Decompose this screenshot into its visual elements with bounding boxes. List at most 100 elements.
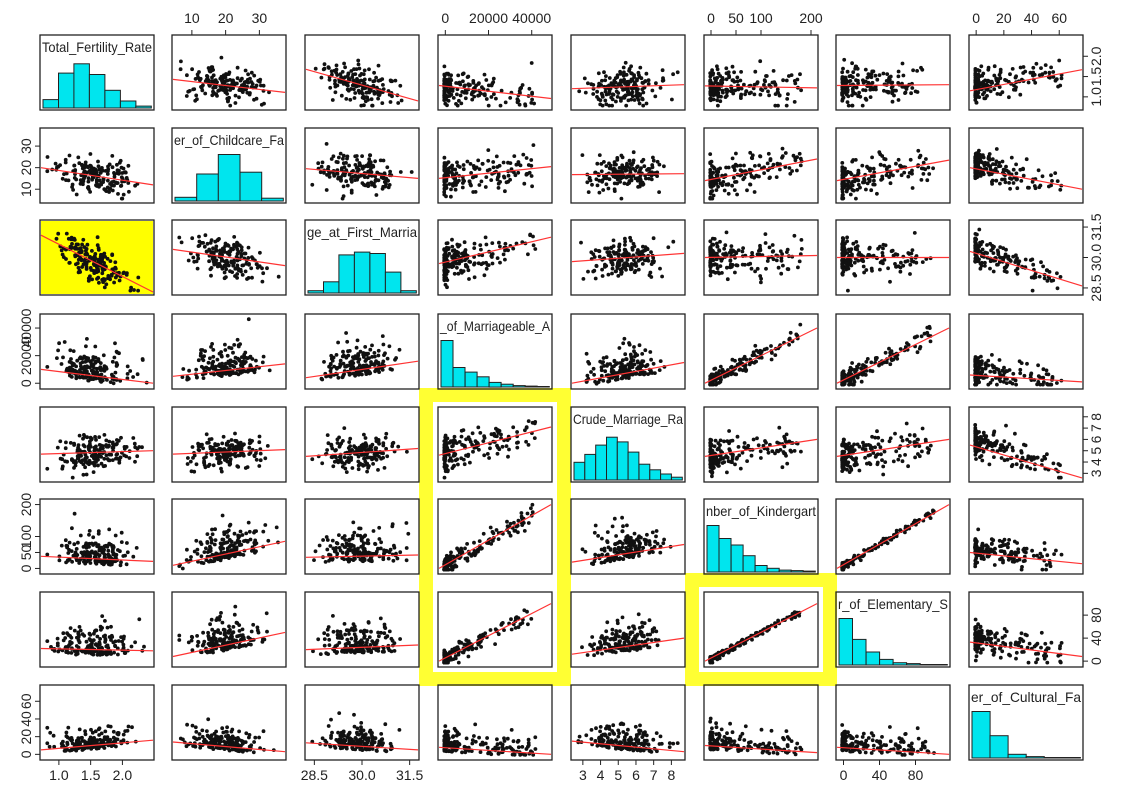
point-3-0-52 (59, 362, 64, 366)
point-1-5-165 (749, 156, 754, 160)
point-2-1-92 (260, 266, 264, 271)
point-3-5-156 (794, 332, 799, 337)
point-0-4-45 (622, 70, 626, 75)
point-2-6-68 (908, 272, 912, 276)
point-1-3-159 (468, 182, 473, 186)
point-0-6-75 (882, 88, 886, 93)
point-2-5-109 (715, 241, 719, 246)
point-1-7-159 (973, 173, 978, 178)
point-3-1-136 (216, 372, 221, 377)
point-0-2-41 (338, 72, 343, 77)
point-1-2-22 (367, 157, 372, 162)
point-0-6-123 (850, 93, 854, 98)
point-0-7-32 (1039, 66, 1043, 70)
point-1-3-24 (477, 167, 482, 172)
trend-line-1-2 (305, 168, 419, 179)
point-1-2-105 (361, 164, 366, 169)
point-0-6-105 (909, 91, 913, 96)
point-3-1-148 (261, 354, 266, 359)
point-0-3-82 (503, 100, 508, 105)
point-2-0-168 (124, 273, 129, 277)
point-1-0-47 (106, 178, 110, 183)
point-1-2-144 (365, 175, 370, 180)
point-0-4-165 (623, 93, 628, 98)
point-3-6-103 (865, 357, 870, 361)
point-2-1-119 (216, 237, 221, 242)
point-0-1-165 (196, 75, 200, 80)
point-1-4-110 (641, 182, 646, 187)
point-1-3-36 (449, 187, 453, 192)
point-0-6-119 (847, 74, 852, 79)
point-3-7-24 (1018, 367, 1023, 372)
point-0-5-4 (781, 78, 785, 83)
point-3-7-119 (980, 370, 985, 374)
point-1-0-125 (76, 155, 81, 160)
point-2-1-142 (240, 263, 245, 268)
point-2-5-84 (755, 252, 760, 257)
point-1-3-67 (447, 182, 452, 186)
point-0-6-168 (900, 84, 905, 89)
point-1-7-76 (988, 167, 993, 172)
point-2-3-163 (455, 261, 460, 266)
point-1-2-114 (341, 156, 345, 161)
point-1-2-141 (376, 178, 381, 183)
point-1-3-65 (496, 186, 501, 190)
point-2-7-149 (1004, 247, 1008, 252)
point-2-7-133 (978, 266, 983, 271)
point-0-5-161 (786, 92, 790, 96)
point-3-4-5 (585, 373, 590, 378)
point-0-4-146 (621, 80, 626, 84)
point-2-4-70 (623, 243, 627, 247)
point-0-4-34 (654, 81, 658, 86)
point-1-4-95 (631, 150, 636, 155)
point-1-5-39 (758, 154, 763, 159)
point-2-1-141 (226, 251, 230, 256)
point-1-2-140 (355, 158, 359, 162)
point-2-5-111 (763, 232, 768, 237)
point-3-7-125 (1041, 382, 1045, 387)
point-3-2-169 (374, 359, 378, 363)
point-3-4-158 (648, 350, 653, 354)
point-2-5-22 (708, 273, 713, 278)
point-1-3-141 (497, 163, 502, 168)
point-3-7-97 (1014, 382, 1018, 387)
point-1-3-154 (502, 174, 506, 179)
point-0-7-144 (997, 73, 1002, 77)
point-1-7-18 (1053, 171, 1058, 176)
point-2-4-94 (649, 250, 653, 255)
point-0-4-19 (591, 83, 596, 87)
trend-line-1-5 (704, 158, 818, 182)
point-0-2-168 (376, 96, 380, 101)
point-3-1-146 (234, 361, 238, 366)
point-2-0-44 (56, 231, 61, 236)
point-0-7-124 (1021, 65, 1026, 69)
point-1-6-137 (872, 178, 876, 183)
point-1-6-139 (847, 179, 851, 184)
panel-frame-0-0 (39, 34, 155, 111)
point-1-4-104 (617, 166, 622, 170)
point-2-5-60 (717, 248, 721, 253)
point-0-3-114 (491, 76, 496, 81)
point-2-3-80 (466, 268, 471, 273)
point-0-7-153 (973, 90, 978, 94)
point-2-0-155 (88, 266, 93, 270)
point-2-6-162 (840, 251, 845, 256)
point-3-4-83 (607, 379, 612, 383)
point-0-2-75 (369, 97, 374, 102)
point-3-6-127 (905, 341, 909, 345)
point-2-1-167 (179, 240, 184, 245)
hist-bar-0-0 (42, 99, 59, 109)
point-0-2-150 (388, 78, 393, 83)
point-3-7-149 (1047, 382, 1051, 387)
point-1-3-15 (529, 158, 534, 162)
point-3-1-90 (210, 342, 215, 346)
point-3-2-118 (320, 377, 325, 382)
point-0-4-168 (635, 77, 639, 82)
point-3-0-147 (115, 362, 120, 367)
point-3-2-95 (387, 344, 392, 349)
point-2-6-167 (855, 247, 860, 252)
point-2-0-149 (101, 268, 105, 272)
point-2-5-132 (776, 265, 781, 270)
point-1-7-136 (1011, 167, 1016, 172)
point-2-7-34 (998, 245, 1003, 250)
